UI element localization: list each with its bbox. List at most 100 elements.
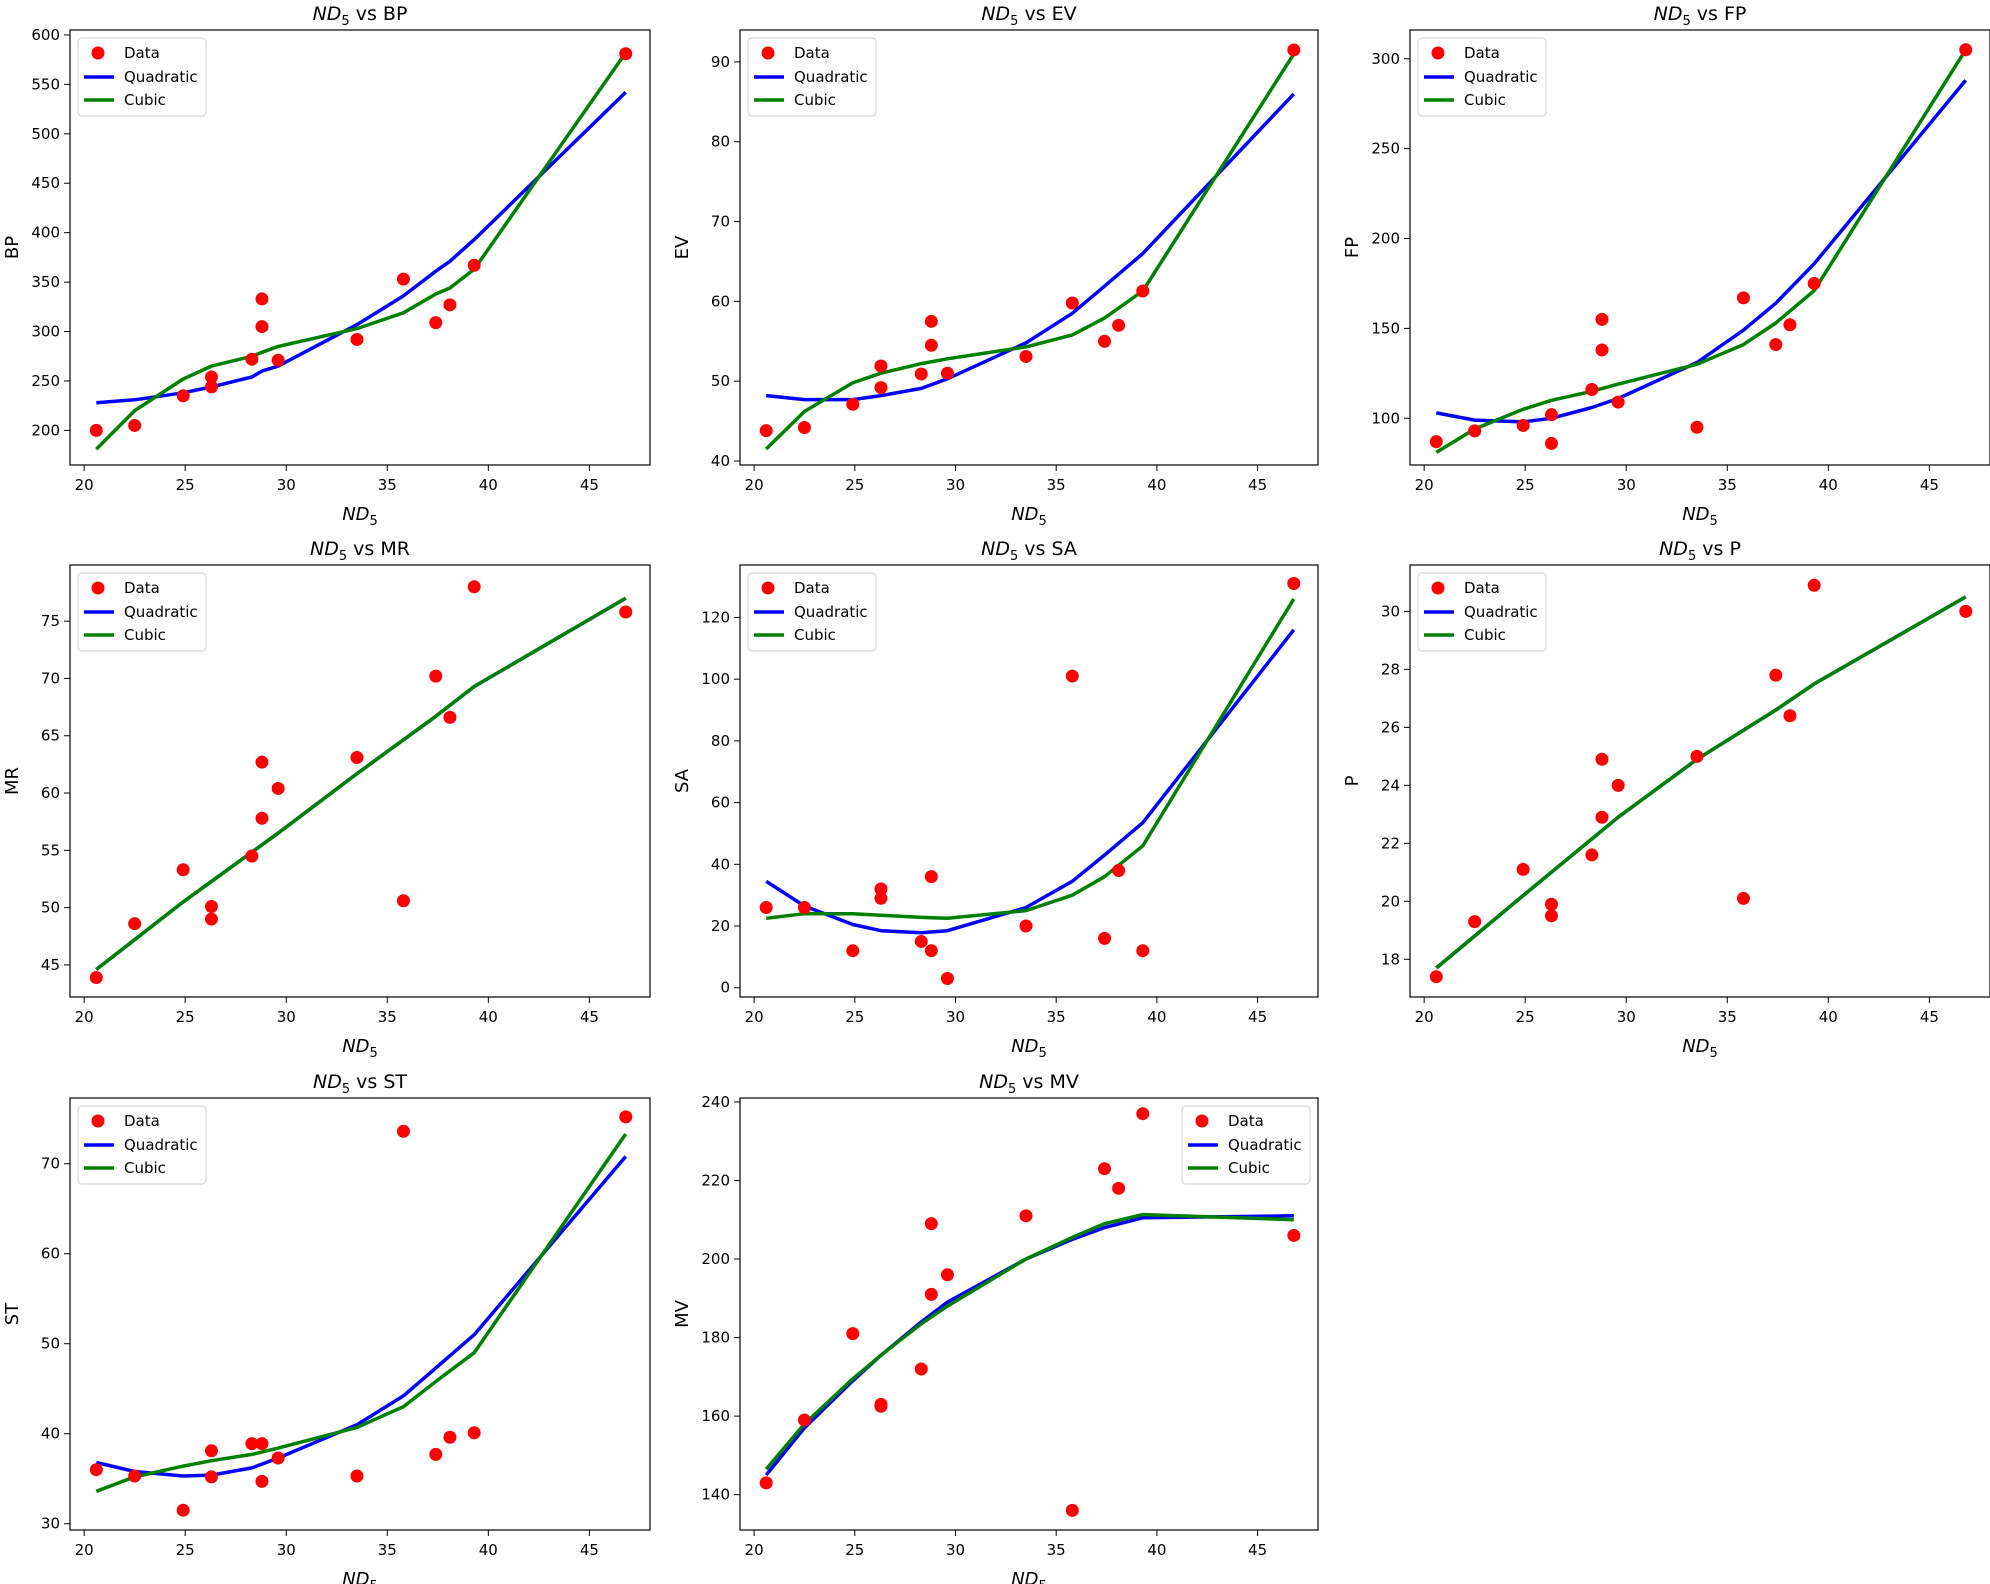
x-label-main: ND <box>1011 1036 1038 1057</box>
title-subscript: 5 <box>341 14 349 29</box>
title-subscript: 5 <box>1682 14 1690 29</box>
x-tick-label: 20 <box>1415 476 1434 494</box>
data-point <box>204 370 218 384</box>
legend-cubic-label: Cubic <box>794 626 836 644</box>
x-tick-label: 30 <box>1617 1008 1636 1026</box>
data-point <box>924 338 938 352</box>
y-axis-label: FP <box>1342 237 1363 258</box>
data-point <box>1065 296 1079 310</box>
data-point <box>89 423 103 437</box>
data-point <box>350 1469 364 1483</box>
data-point <box>1736 291 1750 305</box>
data-point <box>797 901 811 915</box>
legend: Data Quadratic Cubic <box>747 37 877 117</box>
axes-frame <box>69 564 651 998</box>
legend-quadratic-label: Quadratic <box>1464 68 1538 86</box>
data-point <box>443 298 457 312</box>
data-point <box>255 320 269 334</box>
title-suffix: vs BP <box>350 3 408 25</box>
x-tick-label: 45 <box>580 1541 599 1559</box>
data-point <box>1019 349 1033 363</box>
y-axis-label: EV <box>672 235 693 259</box>
legend-data-label: Data <box>1228 1112 1264 1130</box>
legend-box <box>1417 37 1547 117</box>
x-axis-label: ND5 <box>342 1036 378 1061</box>
data-point <box>940 366 954 380</box>
legend-data-marker <box>761 46 775 60</box>
data-point <box>619 47 633 61</box>
x-tick-label: 40 <box>1147 1008 1166 1026</box>
y-tick-label: 60 <box>711 794 730 812</box>
x-tick-label: 40 <box>479 1008 498 1026</box>
x-label-main: ND <box>342 1569 369 1584</box>
legend-box <box>1417 572 1547 652</box>
subplot-st: ND5 vs ST2025303540453040506070ND5STData… <box>2 1071 651 1584</box>
cubic-fit-line <box>95 1133 628 1493</box>
x-tick-label: 30 <box>946 1541 965 1559</box>
legend: Data Quadratic Cubic <box>1181 1105 1311 1185</box>
data-point <box>914 934 928 948</box>
y-axis-label: MV <box>672 1299 693 1328</box>
chart-title: ND5 vs FP <box>1654 3 1747 29</box>
quadratic-fit-line <box>96 91 627 405</box>
x-tick-label: 45 <box>1248 476 1267 494</box>
plot-area <box>1429 578 1973 984</box>
chart-title: ND5 vs EV <box>981 3 1076 29</box>
y-axis-label: MR <box>2 767 23 795</box>
x-tick-label: 45 <box>580 1008 599 1026</box>
x-tick-label: 45 <box>1248 1541 1267 1559</box>
data-point <box>846 397 860 411</box>
x-axis-label: ND5 <box>1682 504 1718 529</box>
chart-title: ND5 vs SA <box>981 538 1077 564</box>
cubic-fit-line <box>95 596 627 971</box>
data-point <box>874 381 888 395</box>
legend: Data Quadratic Cubic <box>747 572 877 652</box>
chart-title: ND5 vs MV <box>979 1071 1079 1097</box>
x-tick-label: 20 <box>75 1008 94 1026</box>
y-tick-label: 70 <box>41 1155 60 1173</box>
axes-frame <box>739 29 1319 466</box>
data-point <box>1807 578 1821 592</box>
x-label-subscript: 5 <box>1710 514 1718 529</box>
data-point <box>1585 848 1599 862</box>
x-tick-label: 35 <box>1718 476 1737 494</box>
axes-frame <box>739 564 1319 998</box>
y-tick-label: 65 <box>41 727 60 745</box>
y-tick-label: 200 <box>701 1250 730 1268</box>
legend-quadratic-label: Quadratic <box>794 603 868 621</box>
x-tick-label: 25 <box>176 1541 195 1559</box>
x-label-subscript: 5 <box>1039 1579 1047 1584</box>
data-point <box>176 863 190 877</box>
data-point <box>1544 436 1558 450</box>
quadratic-fit-line <box>764 1214 1294 1477</box>
data-point <box>204 1470 218 1484</box>
x-tick-label: 30 <box>277 476 296 494</box>
x-tick-label: 45 <box>1248 1008 1267 1026</box>
data-point <box>619 605 633 619</box>
data-point <box>128 917 142 931</box>
x-tick-label: 25 <box>845 476 864 494</box>
x-tick-label: 40 <box>1819 1008 1838 1026</box>
axes-frame <box>739 1097 1319 1531</box>
x-tick-label: 45 <box>1920 1008 1939 1026</box>
title-prefix: ND <box>981 3 1010 25</box>
data-point <box>255 292 269 306</box>
x-tick-label: 30 <box>277 1008 296 1026</box>
cubic-fit-line <box>1435 595 1967 970</box>
data-point <box>1516 418 1530 432</box>
legend-data-label: Data <box>1464 44 1500 62</box>
x-tick-label: 30 <box>277 1541 296 1559</box>
x-tick-label: 30 <box>946 1008 965 1026</box>
quadratic-fit-line <box>95 596 627 971</box>
y-tick-label: 250 <box>1371 140 1400 158</box>
data-point <box>1136 1107 1150 1121</box>
plot-area <box>1429 43 1973 454</box>
x-tick-label: 35 <box>1047 476 1066 494</box>
legend-box <box>77 37 207 117</box>
title-subscript: 5 <box>1688 549 1696 564</box>
y-tick-label: 550 <box>31 75 60 93</box>
legend-box <box>1181 1105 1311 1185</box>
